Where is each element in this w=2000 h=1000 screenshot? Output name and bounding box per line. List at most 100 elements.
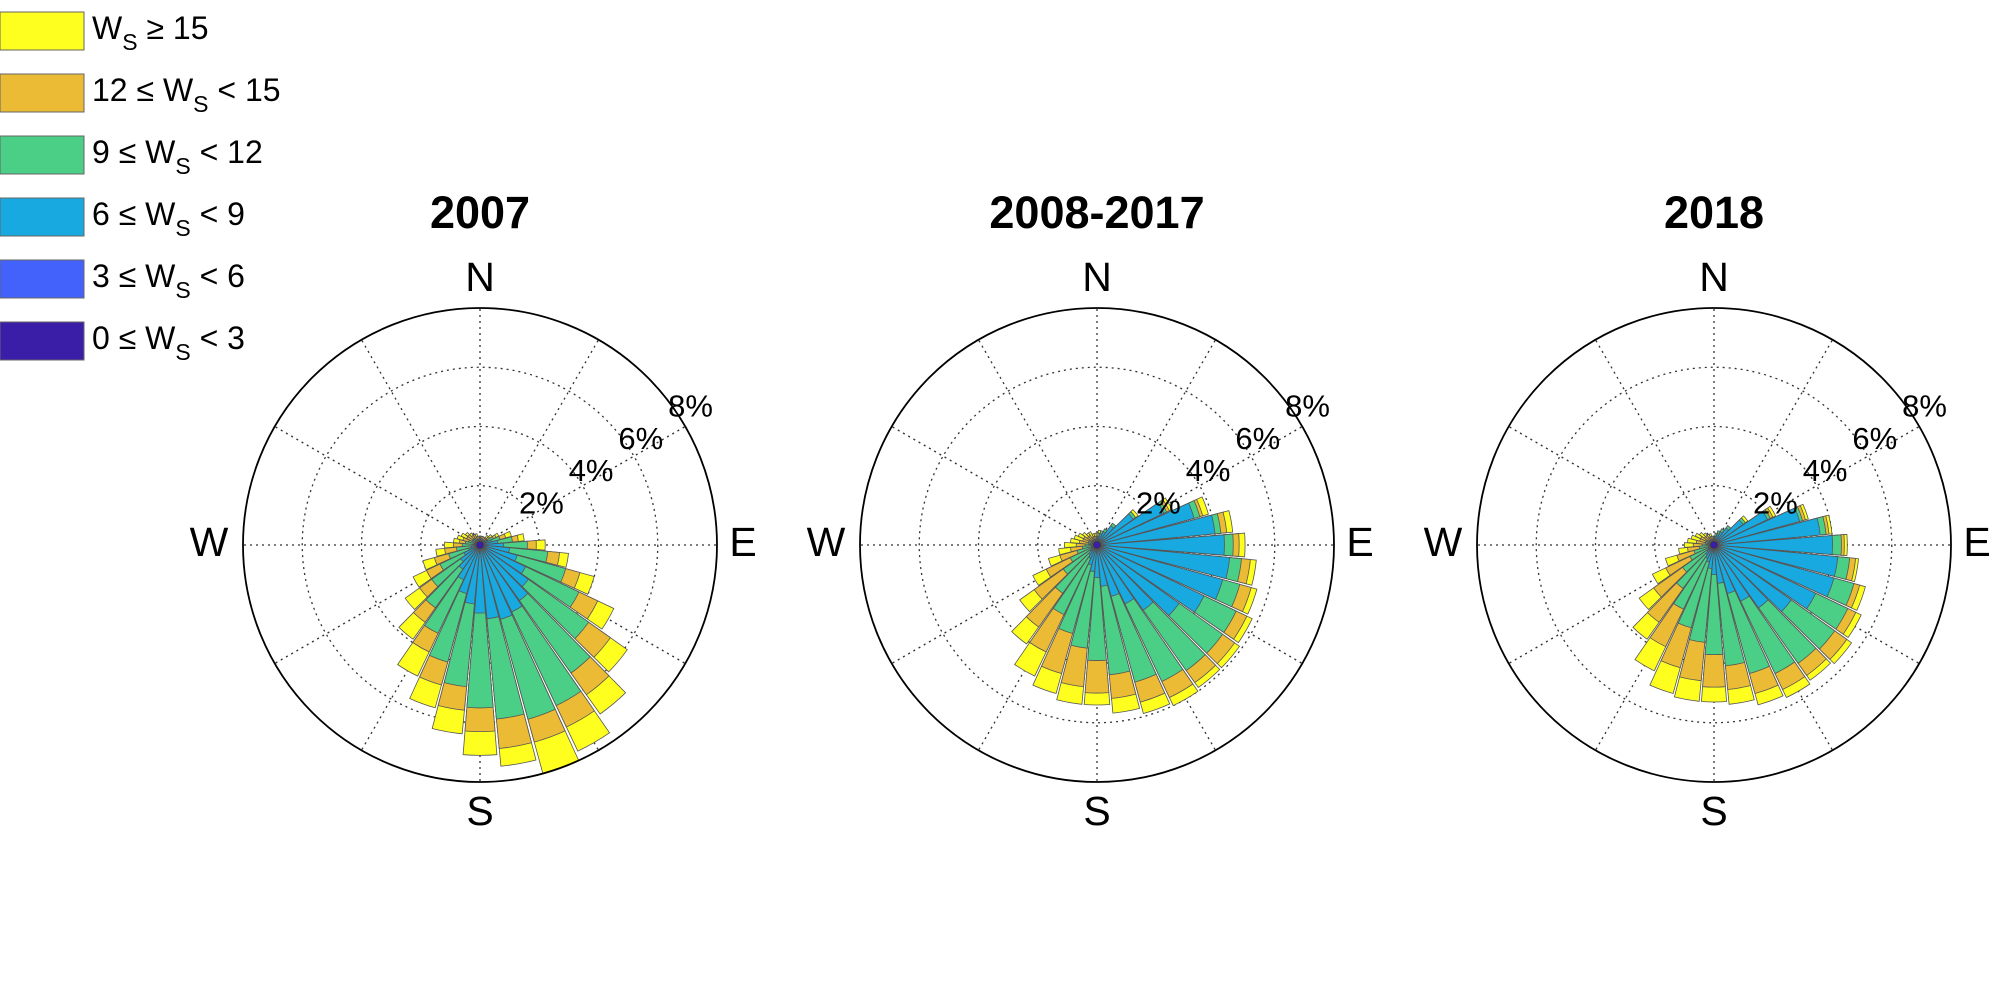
compass-label-w: W bbox=[807, 519, 846, 565]
legend-label: 3 ≤ WS < 6 bbox=[92, 258, 245, 303]
petal-segment bbox=[1676, 544, 1715, 590]
outer-ring bbox=[1476, 307, 1952, 783]
compass-label-n: N bbox=[1082, 254, 1112, 300]
legend-swatch bbox=[0, 11, 85, 51]
compass-label-n: N bbox=[465, 254, 495, 300]
ring-label: 4% bbox=[1186, 453, 1231, 488]
petal-segment bbox=[479, 544, 500, 620]
petal-segment bbox=[1054, 544, 1098, 594]
compass-label-e: E bbox=[729, 519, 756, 565]
legend: WS ≥ 15 12 ≤ WS < 15 9 ≤ WS < 12 6 ≤ WS < 9… bbox=[0, 10, 281, 365]
petal-segment bbox=[1062, 544, 1098, 575]
petal-segment bbox=[1096, 544, 1224, 600]
legend-swatch bbox=[0, 197, 85, 237]
petal-segment bbox=[1096, 544, 1108, 587]
windrose-panels: 2007NESW2%4%6%8%2008-2017NESW2%4%6%8%201… bbox=[190, 187, 1991, 834]
ring-label: 4% bbox=[1803, 453, 1848, 488]
windrose-panel: 2018 N E S W 2%4%6%8% bbox=[1424, 187, 1991, 834]
petals bbox=[1632, 503, 1866, 706]
petal-segment bbox=[1096, 544, 1180, 617]
panel-title: 2018 bbox=[1664, 187, 1764, 238]
petal-segment bbox=[1713, 544, 1839, 577]
grid-spoke bbox=[1594, 339, 1715, 546]
petal-segment bbox=[1713, 544, 1769, 609]
petal-segment bbox=[1096, 513, 1134, 546]
calm-core bbox=[1093, 541, 1101, 549]
legend-item: 0 ≤ WS < 3 bbox=[0, 320, 245, 365]
grid-ring bbox=[1535, 366, 1893, 724]
compass-label-e: E bbox=[1346, 519, 1373, 565]
legend-swatch bbox=[0, 259, 85, 299]
petals bbox=[1011, 496, 1258, 714]
petal-segment bbox=[1096, 534, 1225, 556]
grid-spoke bbox=[891, 425, 1098, 546]
legend-swatch bbox=[0, 135, 85, 175]
petal-segment bbox=[1682, 544, 1715, 573]
petal-segment bbox=[1096, 544, 1154, 611]
petal-segment bbox=[1713, 544, 1792, 613]
legend-label: 0 ≤ WS < 3 bbox=[92, 320, 245, 365]
outer-ring bbox=[859, 307, 1335, 783]
petal-segment bbox=[1713, 507, 1801, 546]
calm-core bbox=[476, 541, 484, 549]
petals bbox=[397, 530, 628, 774]
ring-label: 4% bbox=[569, 453, 614, 488]
petal-segment bbox=[1713, 544, 1736, 595]
petal-segment bbox=[479, 544, 523, 613]
legend-item: 3 ≤ WS < 6 bbox=[0, 258, 245, 303]
petal-segment bbox=[1093, 544, 1101, 579]
petal-segment bbox=[1713, 510, 1769, 546]
petal-segment bbox=[1713, 517, 1821, 546]
panel-title: 2007 bbox=[430, 187, 530, 238]
grid-spoke bbox=[977, 339, 1098, 546]
ring-label: 2% bbox=[1136, 485, 1181, 520]
petal-segment bbox=[1096, 544, 1135, 605]
compass-label-e: E bbox=[1963, 519, 1990, 565]
compass-label-s: S bbox=[1700, 788, 1727, 834]
grid-spoke bbox=[360, 339, 481, 546]
petal-segment bbox=[474, 544, 486, 614]
petal-segment bbox=[1713, 544, 1835, 598]
ring-label: 6% bbox=[1852, 421, 1897, 456]
legend-swatch bbox=[0, 73, 85, 113]
grid-spoke bbox=[1508, 425, 1715, 546]
petal-segment bbox=[1704, 544, 1724, 656]
outer-ring bbox=[242, 307, 718, 783]
ring-label: 8% bbox=[668, 388, 713, 423]
petal-segment bbox=[1677, 544, 1715, 629]
petal-segment bbox=[1096, 544, 1231, 580]
legend-label: 12 ≤ WS < 15 bbox=[92, 72, 281, 117]
calm-core bbox=[1710, 541, 1718, 549]
legend-label: 9 ≤ WS < 12 bbox=[92, 134, 263, 179]
petal-segment bbox=[479, 544, 529, 602]
petal-segment bbox=[1052, 544, 1098, 616]
petal-segment bbox=[1096, 502, 1165, 546]
petal-segment bbox=[466, 544, 494, 709]
compass-label-n: N bbox=[1699, 254, 1729, 300]
compass-label-s: S bbox=[1083, 788, 1110, 834]
legend-item: 6 ≤ WS < 9 bbox=[0, 196, 245, 241]
legend-item: 9 ≤ WS < 12 bbox=[0, 134, 263, 179]
petal-segment bbox=[1688, 544, 1715, 643]
petal-segment bbox=[479, 544, 527, 575]
petal-segment bbox=[1087, 544, 1107, 661]
grid-ring bbox=[918, 366, 1276, 724]
ring-label: 6% bbox=[618, 421, 663, 456]
petal-segment bbox=[1096, 514, 1216, 546]
windrose-panel: 2008-2017 N E S W 2%4%6%8% bbox=[807, 187, 1374, 834]
petal-segment bbox=[1058, 544, 1098, 634]
legend-swatch bbox=[0, 321, 85, 361]
panel-title: 2008-2017 bbox=[989, 187, 1204, 238]
legend-item: 12 ≤ WS < 15 bbox=[0, 72, 281, 117]
petal-segment bbox=[1713, 544, 1750, 602]
petal-segment bbox=[458, 544, 481, 570]
ring-label: 8% bbox=[1902, 388, 1947, 423]
petal-segment bbox=[1713, 544, 1817, 610]
petal-segment bbox=[457, 544, 481, 581]
petal-segment bbox=[1673, 544, 1715, 610]
ring-label: 2% bbox=[519, 485, 564, 520]
ring-label: 6% bbox=[1235, 421, 1280, 456]
legend-item: WS ≥ 15 bbox=[0, 10, 208, 55]
grid-spoke bbox=[274, 425, 481, 546]
